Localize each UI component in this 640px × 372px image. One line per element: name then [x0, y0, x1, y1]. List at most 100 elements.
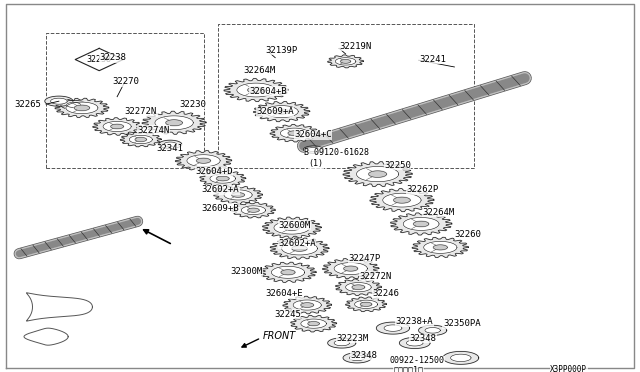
Text: (1): (1)	[308, 159, 323, 168]
Polygon shape	[293, 300, 321, 310]
Polygon shape	[67, 102, 81, 108]
Polygon shape	[93, 118, 141, 135]
Polygon shape	[308, 321, 319, 326]
Polygon shape	[237, 83, 275, 97]
Polygon shape	[281, 270, 295, 275]
Polygon shape	[425, 328, 440, 333]
Polygon shape	[308, 147, 319, 152]
Polygon shape	[335, 58, 356, 65]
Polygon shape	[301, 319, 326, 328]
Polygon shape	[260, 262, 316, 282]
Polygon shape	[443, 352, 479, 364]
Polygon shape	[451, 354, 471, 362]
Text: 32241: 32241	[419, 55, 446, 64]
Text: 32341: 32341	[157, 144, 184, 153]
Text: 32270: 32270	[112, 77, 139, 86]
Polygon shape	[335, 279, 381, 295]
Polygon shape	[343, 353, 371, 363]
Polygon shape	[74, 105, 90, 110]
Text: 32602+A: 32602+A	[202, 185, 239, 194]
Text: 32300M: 32300M	[230, 267, 262, 276]
Polygon shape	[187, 155, 220, 167]
Text: 32272N: 32272N	[360, 272, 392, 280]
Polygon shape	[412, 237, 468, 257]
Polygon shape	[334, 263, 367, 275]
Polygon shape	[232, 193, 244, 197]
Polygon shape	[200, 170, 246, 187]
Polygon shape	[334, 340, 349, 346]
Text: 32247P: 32247P	[349, 254, 381, 263]
Text: 32350PA: 32350PA	[443, 319, 481, 328]
Text: 32604+B: 32604+B	[250, 87, 287, 96]
Polygon shape	[253, 102, 310, 122]
Polygon shape	[369, 171, 387, 177]
Polygon shape	[155, 116, 193, 130]
Text: 32223M: 32223M	[337, 334, 369, 343]
Text: 32602+A: 32602+A	[278, 239, 316, 248]
Polygon shape	[129, 135, 152, 144]
Polygon shape	[413, 221, 429, 227]
Polygon shape	[292, 246, 307, 251]
Polygon shape	[355, 300, 378, 308]
Polygon shape	[248, 87, 264, 93]
Polygon shape	[164, 142, 177, 147]
Text: B 09120-61628: B 09120-61628	[304, 148, 369, 157]
Polygon shape	[224, 190, 252, 200]
Text: 00922-12500: 00922-12500	[389, 356, 444, 365]
Polygon shape	[283, 296, 332, 314]
Polygon shape	[433, 245, 447, 250]
Text: FRONT: FRONT	[262, 331, 296, 340]
Polygon shape	[214, 186, 262, 204]
Polygon shape	[328, 338, 356, 348]
Polygon shape	[159, 140, 182, 148]
Text: 32260: 32260	[454, 230, 481, 239]
Polygon shape	[248, 208, 259, 212]
Polygon shape	[280, 128, 308, 138]
Polygon shape	[166, 120, 182, 126]
Polygon shape	[424, 241, 457, 253]
Polygon shape	[275, 109, 289, 114]
Polygon shape	[403, 218, 439, 230]
Polygon shape	[270, 124, 319, 142]
Polygon shape	[111, 124, 124, 129]
Polygon shape	[224, 78, 288, 102]
Polygon shape	[142, 111, 206, 134]
Text: 32600M: 32600M	[278, 221, 310, 230]
Text: 32264M: 32264M	[243, 66, 275, 75]
Polygon shape	[383, 193, 421, 207]
Polygon shape	[51, 98, 67, 104]
Text: 32348: 32348	[410, 334, 436, 343]
Polygon shape	[360, 302, 372, 307]
Polygon shape	[356, 167, 399, 182]
Text: 32265: 32265	[14, 100, 41, 109]
Polygon shape	[406, 340, 423, 346]
Polygon shape	[346, 283, 371, 292]
Polygon shape	[344, 266, 358, 271]
Polygon shape	[394, 197, 410, 203]
Polygon shape	[274, 221, 310, 234]
Text: 32238: 32238	[99, 53, 126, 62]
Text: 32246: 32246	[372, 289, 399, 298]
Polygon shape	[301, 303, 314, 307]
Text: 32245: 32245	[274, 310, 301, 319]
Polygon shape	[61, 100, 86, 109]
Polygon shape	[103, 121, 131, 132]
Text: 32238+A: 32238+A	[396, 317, 433, 326]
Text: 32609+B: 32609+B	[202, 204, 239, 213]
Text: 32139P: 32139P	[266, 46, 298, 55]
Polygon shape	[55, 98, 109, 118]
Polygon shape	[376, 322, 410, 334]
Polygon shape	[135, 137, 147, 142]
Polygon shape	[352, 285, 365, 289]
Text: 32609+A: 32609+A	[256, 107, 294, 116]
Polygon shape	[370, 189, 434, 212]
Polygon shape	[323, 259, 379, 279]
Polygon shape	[45, 96, 73, 106]
Polygon shape	[271, 266, 305, 278]
Text: 32219N: 32219N	[339, 42, 371, 51]
Polygon shape	[196, 158, 211, 163]
Text: 32604+C: 32604+C	[294, 130, 332, 139]
Text: 32272N: 32272N	[125, 107, 157, 116]
Polygon shape	[328, 55, 364, 68]
Polygon shape	[340, 60, 351, 63]
